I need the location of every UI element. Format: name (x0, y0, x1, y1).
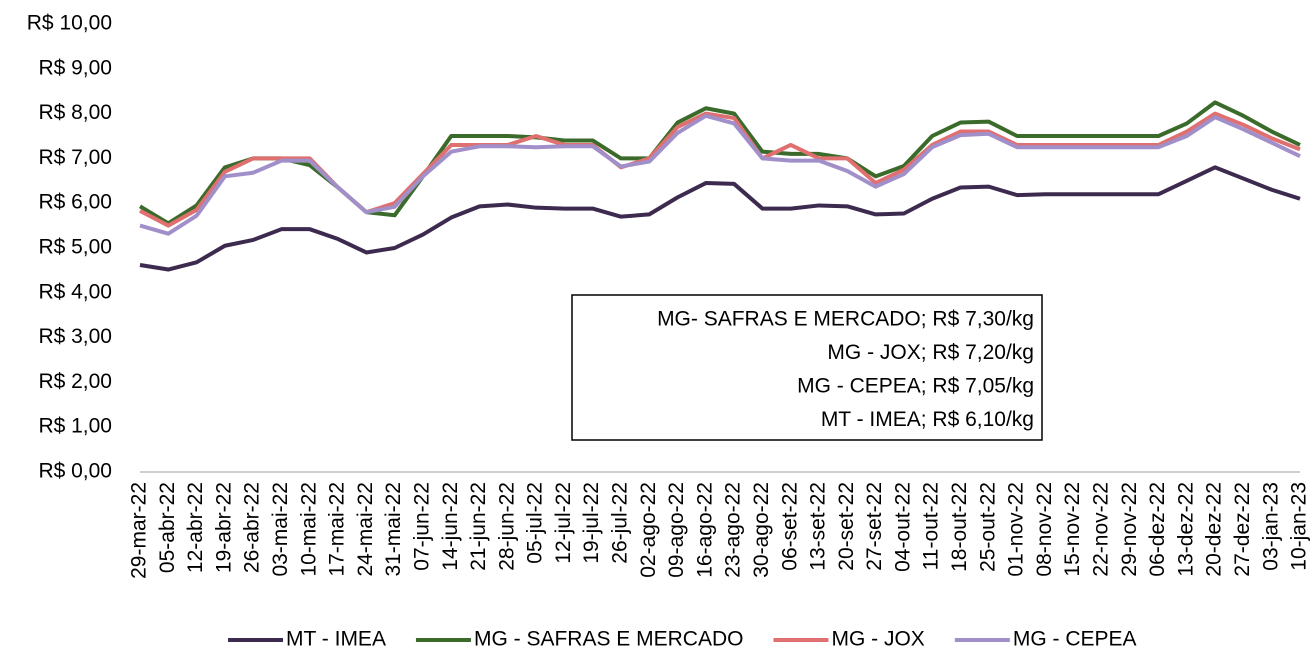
legend-label: MG - JOX (831, 628, 924, 651)
x-tick-label: 09-ago-22 (665, 482, 688, 578)
x-tick-label: 06-set-22 (778, 482, 801, 571)
x-tick-label: 18-out-22 (948, 482, 971, 572)
x-tick-label: 27-dez-22 (1231, 482, 1254, 577)
series-line (139, 165, 1301, 272)
x-tick-label: 12-jul-22 (552, 482, 575, 564)
x-tick-label: 14-jun-22 (439, 482, 462, 571)
x-tick-label: 25-out-22 (976, 482, 999, 572)
x-tick-label: 19-abr-22 (212, 482, 235, 573)
annotation: MG - JOX; R$ 7,20/kg (827, 341, 1034, 364)
x-tick-label: 10-mai-22 (297, 482, 320, 577)
legend-label: MT - IMEA (286, 628, 386, 651)
y-tick-label: R$ 9,00 (38, 56, 112, 79)
annotation: MT - IMEA; R$ 6,10/kg (821, 408, 1034, 431)
annotation: MG - CEPEA; R$ 7,05/kg (797, 375, 1034, 398)
x-tick-label: 02-ago-22 (637, 482, 660, 578)
x-tick-label: 26-abr-22 (241, 482, 264, 573)
legend-label: MG - CEPEA (1013, 628, 1137, 651)
x-tick-label: 12-abr-22 (184, 482, 207, 573)
x-tick-label: 01-nov-22 (1005, 482, 1028, 577)
x-tick-label: 20-set-22 (835, 482, 858, 571)
x-tick-label: 27-set-22 (863, 482, 886, 571)
y-tick-label: R$ 6,00 (38, 191, 112, 214)
x-tick-label: 21-jun-22 (467, 482, 490, 571)
x-tick-label: 05-abr-22 (156, 482, 179, 573)
x-tick-label: 15-nov-22 (1061, 482, 1084, 577)
x-tick-label: 24-mai-22 (354, 482, 377, 577)
x-tick-label: 05-jul-22 (524, 482, 547, 564)
y-tick-label: R$ 1,00 (38, 415, 112, 438)
y-tick-label: R$ 2,00 (38, 370, 112, 393)
x-tick-label: 31-mai-22 (382, 482, 405, 577)
x-tick-label: 16-ago-22 (693, 482, 716, 578)
x-tick-label: 20-dez-22 (1203, 482, 1226, 577)
x-tick-label: 04-out-22 (891, 482, 914, 572)
x-tick-label: 17-mai-22 (326, 482, 349, 577)
x-tick-label: 11-out-22 (920, 482, 943, 570)
x-tick-label: 28-jun-22 (495, 482, 518, 571)
y-tick-label: R$ 7,00 (38, 146, 112, 169)
x-tick-label: 22-nov-22 (1089, 482, 1112, 577)
legend-label: MG - SAFRAS E MERCADO (474, 628, 744, 651)
annotation-box (571, 294, 1043, 441)
annotation: MG- SAFRAS E MERCADO; R$ 7,30/kg (657, 308, 1034, 331)
x-tick-label: 13-dez-22 (1174, 482, 1197, 577)
x-tick-label: 29-nov-22 (1118, 482, 1141, 577)
x-tick-label: 10-jan-23 (1288, 482, 1311, 571)
x-tick-label: 08-nov-22 (1033, 482, 1056, 577)
x-tick-label: 03-jan-23 (1259, 482, 1282, 571)
x-tick-label: 23-ago-22 (722, 482, 745, 578)
series-line (139, 113, 1301, 236)
legend: MT - IMEA MG - SAFRAS E MERCADO MG - JOX MG… (228, 628, 1137, 651)
x-tick-label: 19-jul-22 (580, 482, 603, 564)
y-tick-label: R$ 10,00 (27, 12, 112, 35)
x-tick-label: 30-ago-22 (750, 482, 773, 578)
y-tick-label: R$ 5,00 (38, 236, 112, 259)
x-tick-label: 03-mai-22 (269, 482, 292, 577)
x-tick-label: 07-jun-22 (410, 482, 433, 571)
x-tick-label: 29-mar-22 (128, 482, 151, 579)
x-tick-label: 26-jul-22 (609, 482, 632, 564)
y-tick-label: R$ 0,00 (38, 460, 112, 483)
y-tick-label: R$ 8,00 (38, 101, 112, 124)
x-tick-label: 06-dez-22 (1146, 482, 1169, 577)
y-tick-label: R$ 3,00 (38, 325, 112, 348)
y-tick-label: R$ 4,00 (38, 280, 112, 303)
x-tick-label: 13-set-22 (807, 482, 830, 571)
